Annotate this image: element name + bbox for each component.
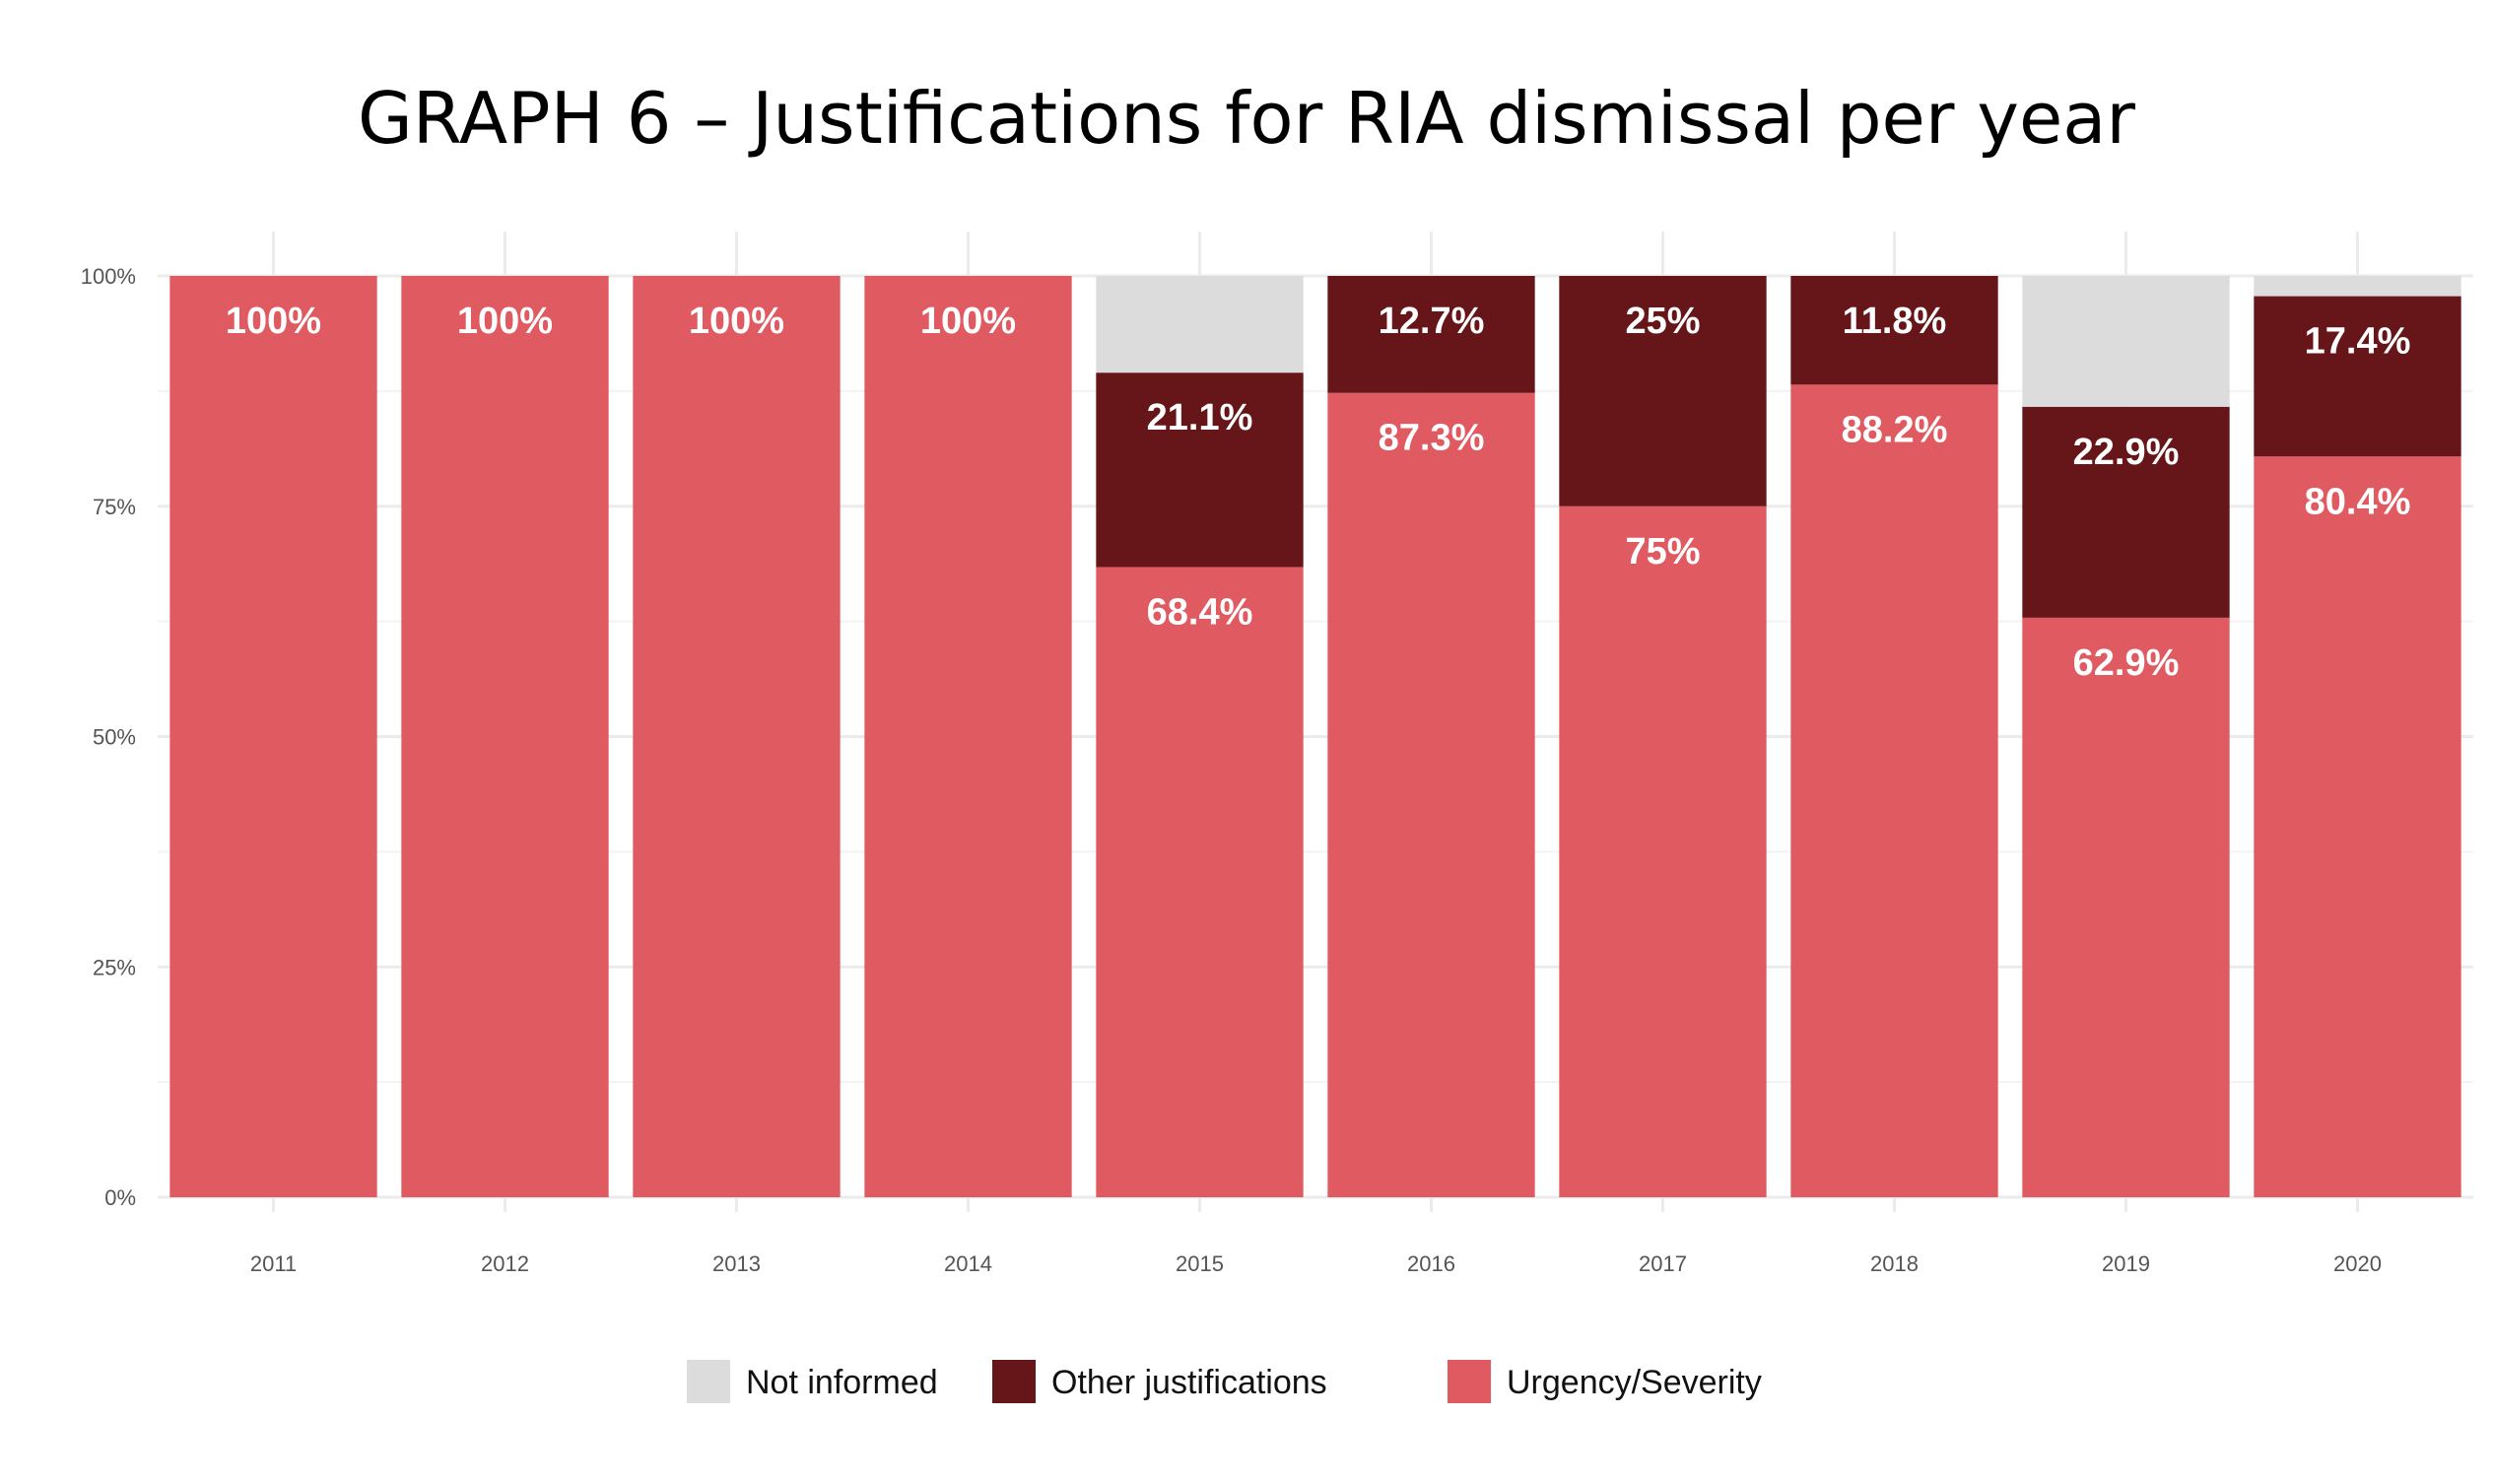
data-label: 100% xyxy=(226,301,321,342)
data-labels: 100% 100% 100% 100% 68.4% 21.1% 87.3% 12.7% 75% 2… xyxy=(226,301,2410,684)
data-label: 80.4% xyxy=(2305,481,2411,522)
bar-segment xyxy=(1096,276,1304,373)
bar-segment xyxy=(2022,276,2230,407)
x-tick-label: 2018 xyxy=(1870,1251,1919,1276)
x-tick-label: 2011 xyxy=(250,1251,297,1276)
legend-label: Urgency/Severity xyxy=(1507,1364,1762,1401)
x-tick-label: 2020 xyxy=(2333,1251,2382,1276)
bar-segment xyxy=(2022,406,2230,618)
data-label: 17.4% xyxy=(2305,321,2411,363)
legend-label: Other justifications xyxy=(1051,1364,1327,1401)
data-label: 68.4% xyxy=(1147,591,1253,633)
data-label: 100% xyxy=(457,301,553,342)
bar-segment xyxy=(1559,276,1767,506)
data-label: 100% xyxy=(920,301,1016,342)
y-tick-label: 25% xyxy=(93,955,136,979)
y-tick-label: 0% xyxy=(104,1185,136,1210)
data-label: 21.1% xyxy=(1147,397,1253,438)
legend: Not informed Other justifications Urgency/… xyxy=(687,1360,1762,1403)
data-label: 88.2% xyxy=(1842,409,1948,450)
data-label: 62.9% xyxy=(2073,642,2180,684)
bar-segment xyxy=(633,276,841,1197)
x-tick-label: 2015 xyxy=(1176,1251,1224,1276)
bar-segment xyxy=(1790,384,1998,1198)
data-label: 22.9% xyxy=(2073,432,2180,473)
bar-segment xyxy=(1559,506,1767,1197)
legend-label: Not informed xyxy=(746,1364,938,1401)
x-axis: 2011 2012 2013 2014 2015 2016 2017 2018 2019 2020 xyxy=(250,1251,2382,1276)
bar-segment xyxy=(864,276,1072,1197)
bar-segment xyxy=(401,276,609,1197)
bar-segment xyxy=(1790,276,1998,385)
y-axis: 0% 25% 50% 75% 100% xyxy=(81,264,136,1210)
y-tick-label: 50% xyxy=(93,725,136,750)
bar-segment xyxy=(2254,296,2461,457)
legend-swatch xyxy=(1448,1360,1491,1403)
bar-segment xyxy=(1096,372,1304,568)
y-tick-label: 100% xyxy=(81,264,136,289)
data-label: 87.3% xyxy=(1379,418,1485,459)
bar-segment xyxy=(1327,392,1535,1197)
x-tick-label: 2013 xyxy=(712,1251,761,1276)
bar-segment xyxy=(2254,456,2461,1197)
data-label: 11.8% xyxy=(1843,301,1947,342)
x-tick-label: 2012 xyxy=(481,1251,529,1276)
data-label: 75% xyxy=(1625,531,1700,573)
x-tick-label: 2014 xyxy=(944,1251,992,1276)
legend-swatch xyxy=(992,1360,1036,1403)
data-label: 25% xyxy=(1625,301,1700,342)
x-tick-label: 2016 xyxy=(1407,1251,1455,1276)
y-tick-label: 75% xyxy=(93,495,136,519)
bar-segment xyxy=(2022,617,2230,1197)
data-label: 12.7% xyxy=(1379,301,1485,342)
x-tick-label: 2019 xyxy=(2102,1251,2150,1276)
bar-segment xyxy=(2254,276,2461,297)
x-tick-label: 2017 xyxy=(1639,1251,1687,1276)
bar-segment xyxy=(1327,276,1535,393)
chart-title: GRAPH 6 – Justifications for RIA dismiss… xyxy=(358,77,2135,160)
bar-segment xyxy=(169,276,377,1197)
data-label: 100% xyxy=(689,301,784,342)
bar-segment xyxy=(1096,567,1304,1197)
bars xyxy=(169,276,2461,1198)
legend-swatch xyxy=(687,1360,730,1403)
